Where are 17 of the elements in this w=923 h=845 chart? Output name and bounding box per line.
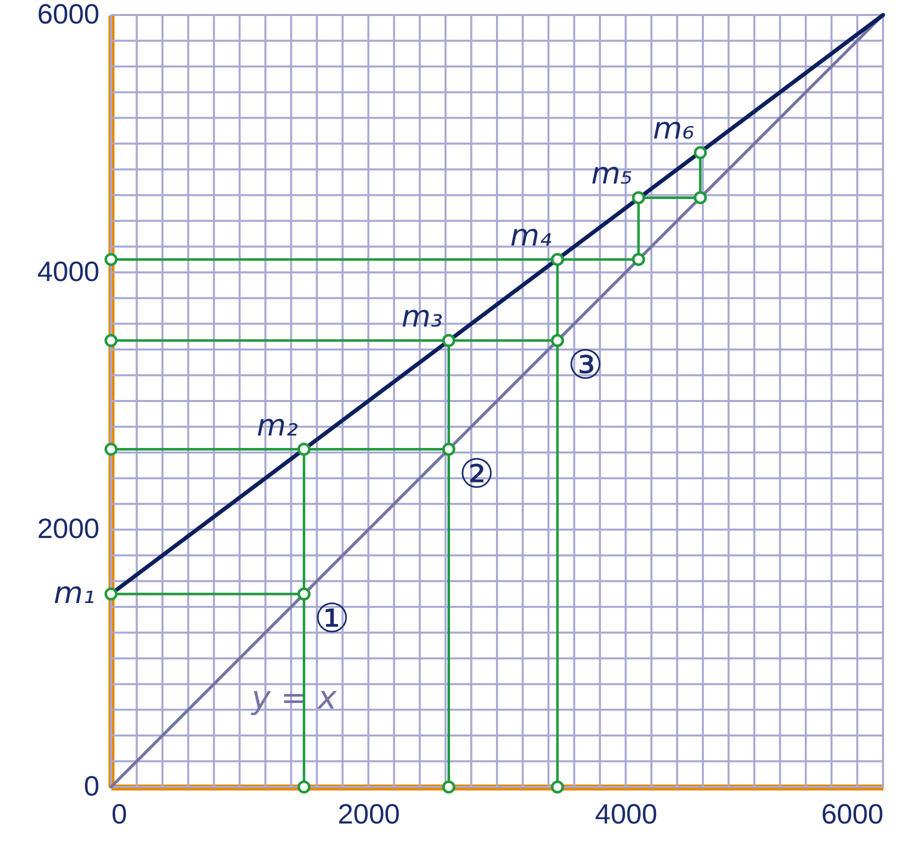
annotation: m₂ xyxy=(256,408,298,444)
x-tick-label: 6000 xyxy=(821,798,884,830)
annotation: m₅ xyxy=(591,156,633,192)
annotation: m₁ xyxy=(54,576,95,611)
y-tick-label: 4000 xyxy=(37,256,100,287)
annotation: m₃ xyxy=(402,300,443,335)
y-tick-label: 2000 xyxy=(37,513,100,544)
x-tick-label: 4000 xyxy=(595,798,658,830)
y-tick-label: 0 xyxy=(84,770,100,802)
x-tick-label: 2000 xyxy=(338,798,400,830)
annotation: m₆ xyxy=(653,112,694,147)
annotation: ② xyxy=(458,451,495,498)
annotation: m₄ xyxy=(510,218,552,254)
annotation: ③ xyxy=(567,342,604,389)
annotation: ① xyxy=(314,596,350,642)
y-tick-label: 6000 xyxy=(37,0,100,30)
x-tick-label: 0 xyxy=(112,798,128,830)
